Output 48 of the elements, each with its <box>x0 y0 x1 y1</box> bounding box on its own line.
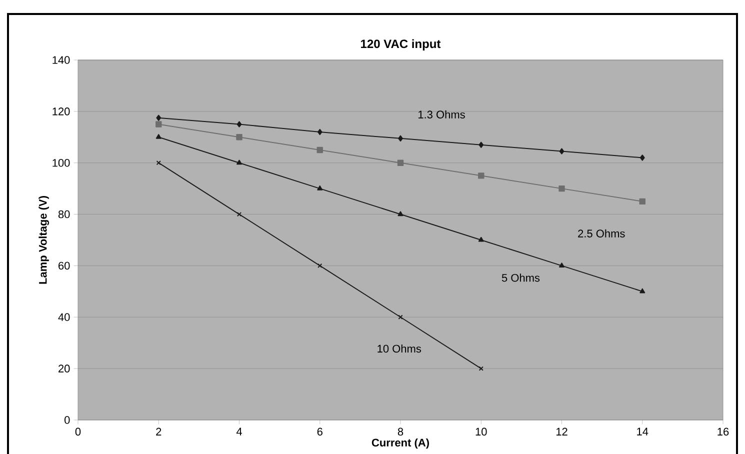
x-tick-label: 16 <box>718 428 729 436</box>
point <box>559 262 564 268</box>
x-tick-label: 12 <box>556 428 568 436</box>
x-axis-title: Current (A) <box>372 438 429 449</box>
point <box>639 198 646 205</box>
x-tick-label: 14 <box>637 428 648 436</box>
point <box>398 211 404 216</box>
y-tick-label: 40 <box>58 313 70 322</box>
point <box>156 121 162 128</box>
point <box>640 288 646 294</box>
point <box>478 236 484 242</box>
chart-title: 120 VAC input <box>361 39 441 50</box>
x-tick-label: 10 <box>476 428 487 436</box>
point <box>558 185 565 192</box>
point <box>317 128 322 136</box>
x-tick-label: 4 <box>236 428 242 436</box>
x-tick-label: 6 <box>317 428 322 436</box>
text: 2.5 Ohms <box>578 229 625 238</box>
point <box>236 134 242 140</box>
y-tick-label: 20 <box>58 364 70 372</box>
point <box>559 148 564 154</box>
point <box>236 121 242 128</box>
y-tick-label: 0 <box>64 416 70 424</box>
x-tick-label: 2 <box>156 428 162 436</box>
y-tick-label: 60 <box>58 262 70 270</box>
point <box>398 135 403 142</box>
point <box>156 134 162 139</box>
point <box>640 154 645 161</box>
y-tick-label: 80 <box>58 210 70 218</box>
y-tick-label: 120 <box>52 108 70 116</box>
series-label: 1.3 Ohms <box>418 110 465 118</box>
y-tick-label: 140 <box>52 56 70 64</box>
y-axis-title: Lamp Voltage (V) <box>38 196 49 284</box>
series-label: 5 Ohms <box>502 274 540 282</box>
point <box>316 146 323 154</box>
point <box>478 142 484 148</box>
point <box>398 314 403 320</box>
point <box>317 185 323 190</box>
x-tick-label: 0 <box>75 428 81 436</box>
y-tick-label: 100 <box>52 158 70 167</box>
point <box>318 263 322 268</box>
point <box>397 160 404 166</box>
series-label: 10 Ohms <box>378 344 422 353</box>
point <box>236 212 242 217</box>
point <box>236 160 242 165</box>
x-tick-label: 8 <box>398 428 404 436</box>
point <box>156 114 162 121</box>
point <box>478 172 484 179</box>
